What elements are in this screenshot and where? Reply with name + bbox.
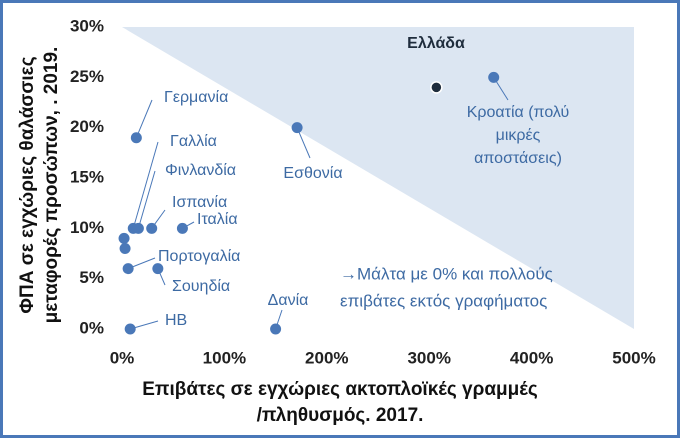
point xyxy=(270,323,282,335)
x-tick-label: 500% xyxy=(612,348,655,367)
point-label: Γερμανία xyxy=(164,89,228,106)
point xyxy=(119,242,131,254)
y-tick-label: 0% xyxy=(79,318,104,337)
point xyxy=(124,323,136,335)
point xyxy=(488,71,500,83)
y-tick-label: 10% xyxy=(70,218,104,237)
point xyxy=(176,222,188,234)
annotation: →Μάλτα με 0% και πολλούς xyxy=(340,264,553,283)
point xyxy=(122,263,134,275)
point-label: Εσθονία xyxy=(283,165,342,182)
point-label: Κροατία (πολύ xyxy=(467,104,570,121)
leader-line xyxy=(132,141,159,229)
leader-line xyxy=(137,170,156,229)
point xyxy=(146,222,158,234)
point-label: αποστάσεις) xyxy=(474,150,562,167)
point-label: Ιταλία xyxy=(197,211,238,228)
point xyxy=(291,122,303,134)
y-tick-label: 5% xyxy=(79,268,104,287)
point-label: Φινλανδία xyxy=(165,162,236,179)
y-tick-label: 15% xyxy=(70,167,104,186)
point xyxy=(118,232,130,244)
x-tick-label: 200% xyxy=(305,348,348,367)
x-axis-title: /πληθυσμός. 2017. xyxy=(257,405,424,426)
y-tick-label: 25% xyxy=(70,67,104,86)
point-label: Γαλλία xyxy=(170,133,217,150)
shaded-region xyxy=(122,27,634,329)
x-tick-label: 0% xyxy=(110,348,135,367)
y-axis-title: ΦΠΑ σε εγχώριες θαλάσσιες xyxy=(17,56,38,313)
point xyxy=(430,81,443,94)
point xyxy=(152,263,164,275)
annotation: επιβάτες εκτός γραφήματος xyxy=(340,291,547,310)
point-label: ΗΒ xyxy=(165,312,187,329)
point-label: Δανία xyxy=(268,292,309,309)
x-tick-label: 300% xyxy=(407,348,450,367)
point-label: Ελλάδα xyxy=(407,35,465,52)
y-tick-label: 20% xyxy=(70,117,104,136)
point-label: Σουηδία xyxy=(172,278,230,295)
y-tick-label: 30% xyxy=(70,16,104,35)
point-label: μικρές xyxy=(496,127,541,144)
x-tick-label: 100% xyxy=(203,348,246,367)
point-label: Ισπανία xyxy=(172,194,227,211)
y-axis-title: μεταφορές προσώπων, . 2019. xyxy=(41,47,62,324)
x-axis-title: Επιβάτες σε εγχώριες ακτοπλοϊκές γραμμές xyxy=(142,379,538,400)
x-tick-label: 400% xyxy=(510,348,553,367)
point-label: Πορτογαλία xyxy=(158,248,240,265)
point xyxy=(130,132,142,144)
point xyxy=(132,222,144,234)
leader-line xyxy=(135,99,153,138)
